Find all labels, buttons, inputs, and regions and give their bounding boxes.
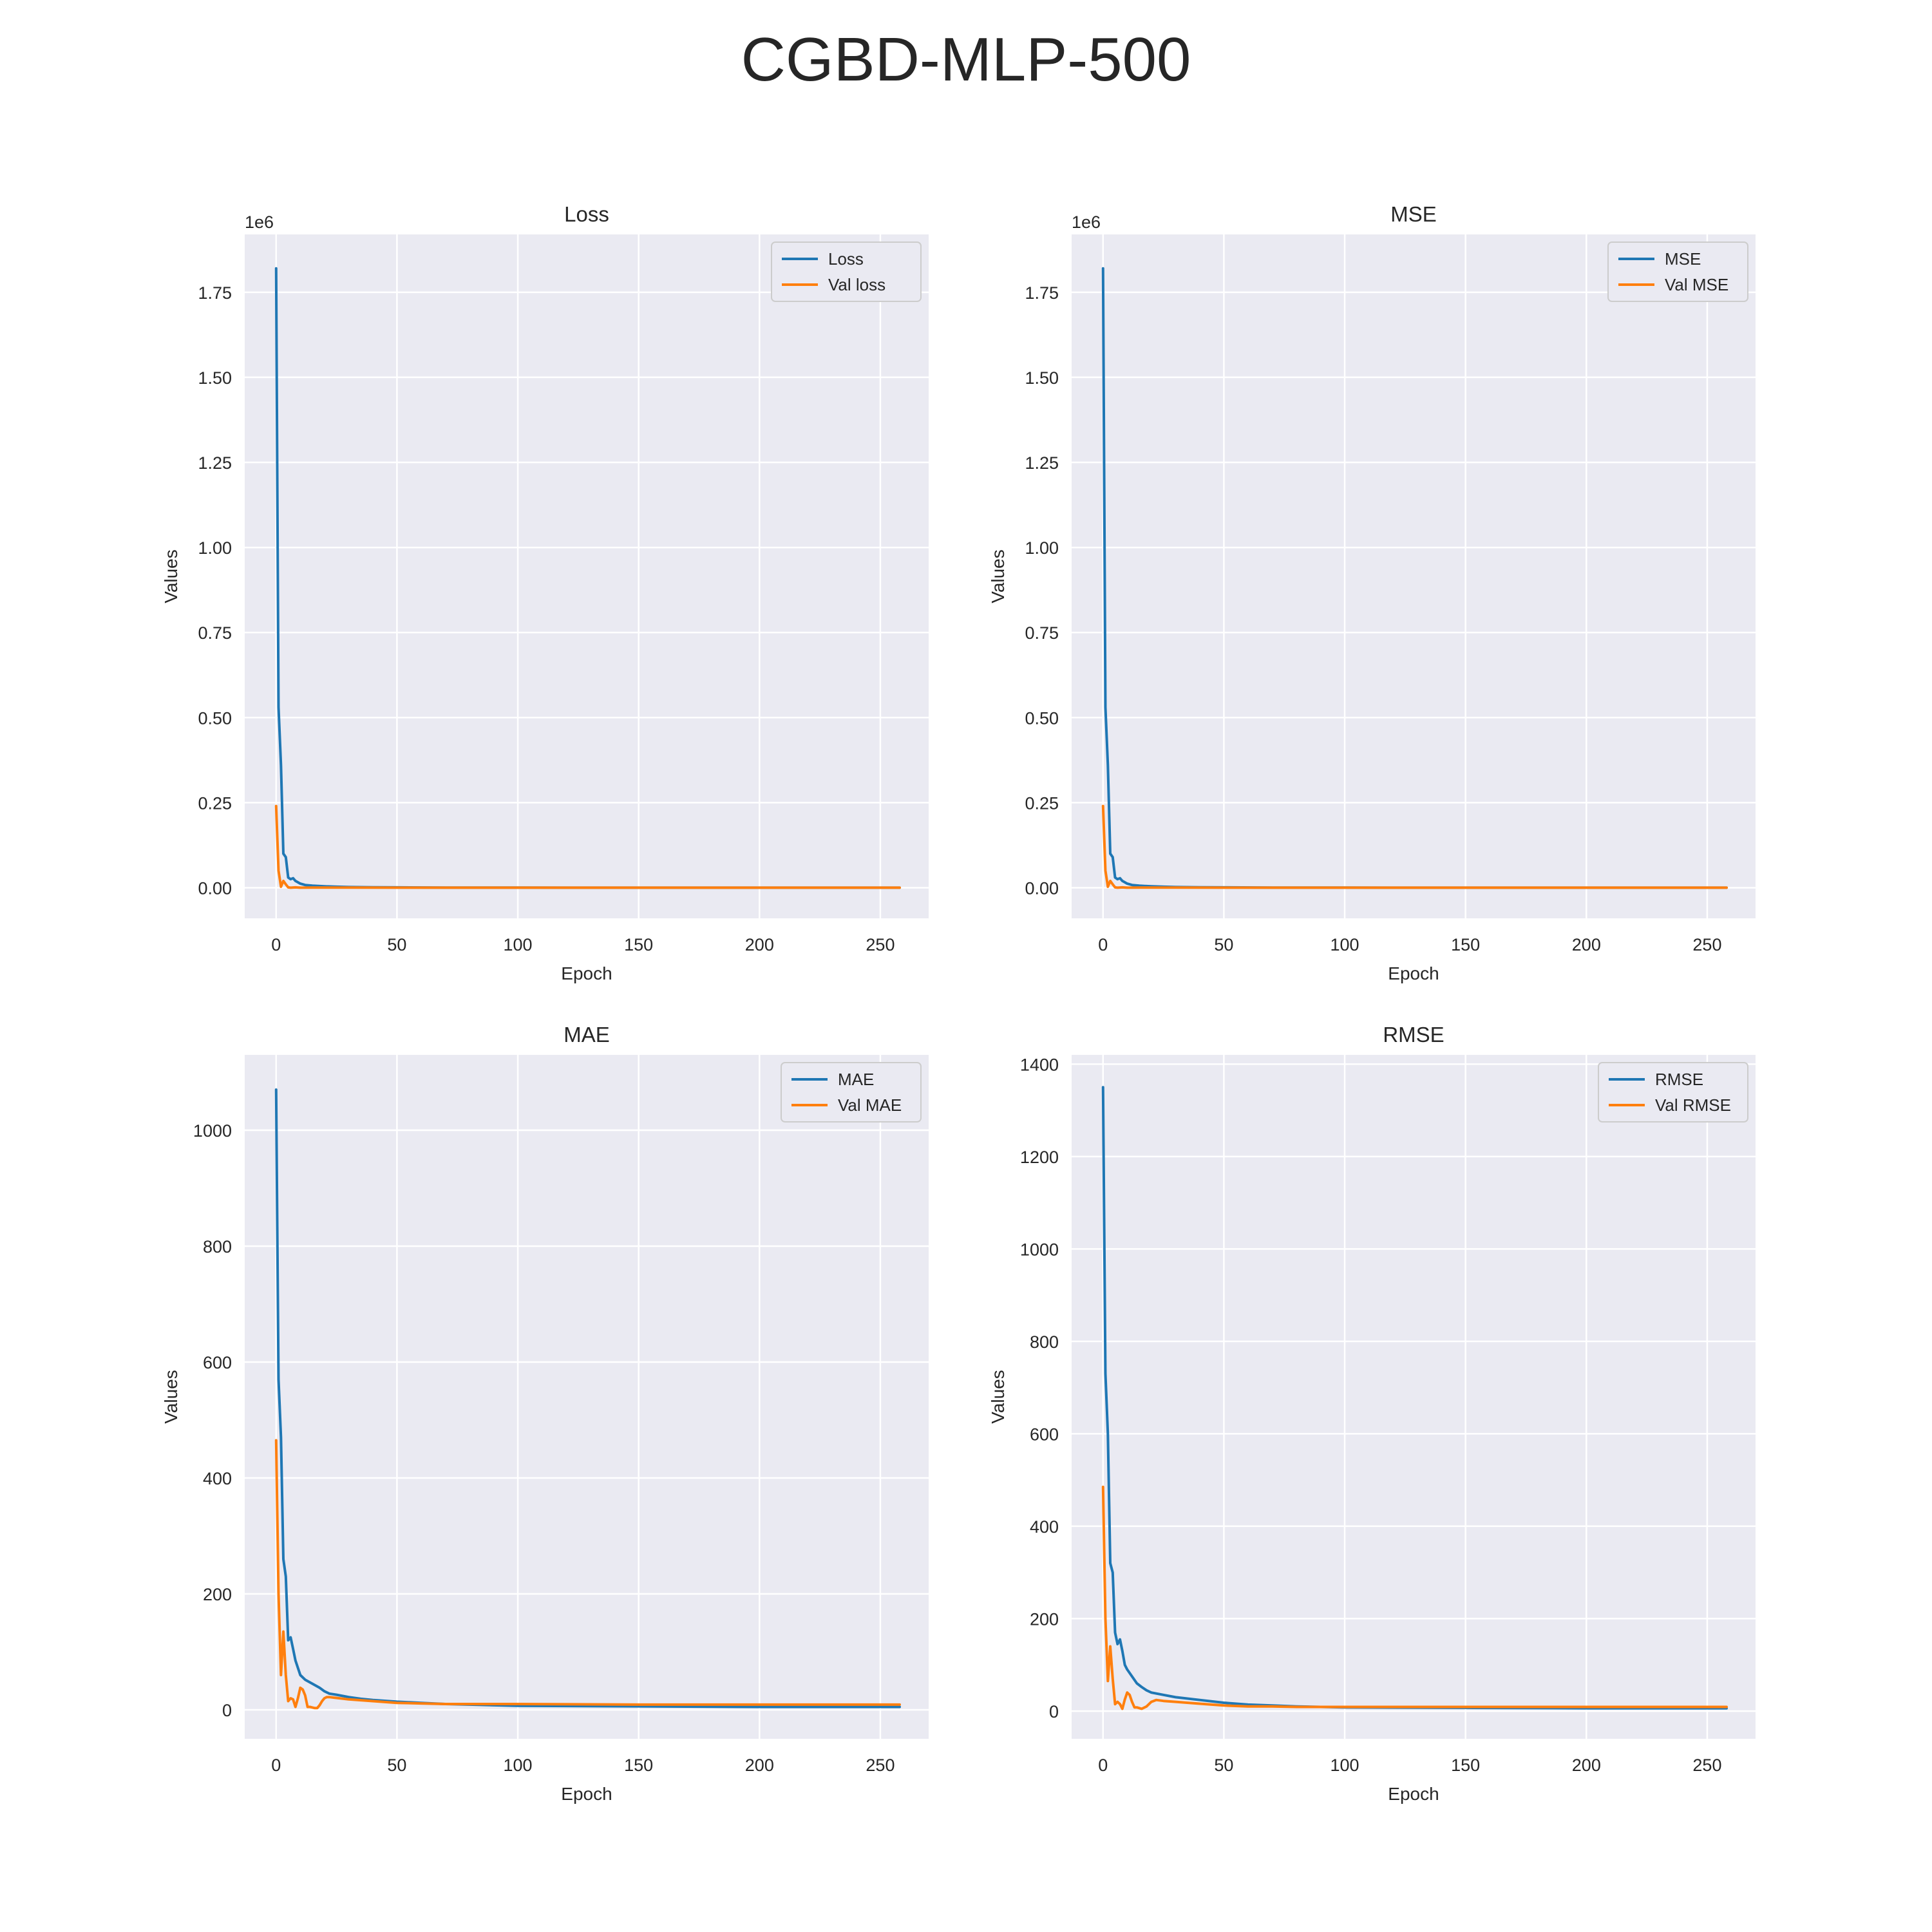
y-tick-label: 200: [1030, 1609, 1059, 1629]
x-tick-label: 0: [271, 935, 281, 954]
legend: MAE Val MAE: [781, 1062, 922, 1122]
legend-box: [771, 242, 922, 302]
subplot-rmse: 0 50 100 150 200 250 0 200 400 600 800 1000 1200 1400…: [988, 1023, 1756, 1804]
y-tick-label: 1.00: [198, 538, 232, 558]
x-axis-label: Epoch: [561, 963, 612, 983]
x-tick-label: 50: [1214, 1756, 1233, 1775]
subplot-title: MAE: [564, 1023, 610, 1046]
y-tick-label: 1.00: [1025, 538, 1059, 558]
x-tick-label: 150: [1451, 935, 1480, 954]
y-tick-label: 600: [1030, 1425, 1059, 1444]
val-series-line: [274, 1439, 901, 1710]
subplot-title: RMSE: [1383, 1023, 1444, 1046]
val-series-line: [1101, 804, 1728, 889]
y-tick-label: 0: [1049, 1702, 1059, 1721]
x-tick-label: 0: [271, 1756, 281, 1775]
legend-label: RMSE: [1655, 1070, 1703, 1089]
y-offset-text: 1e6: [245, 213, 274, 232]
y-tick-label: 0.00: [198, 878, 232, 898]
y-tick-label: 1.75: [198, 283, 232, 303]
y-tick-label: 0.50: [198, 708, 232, 728]
y-tick-label: 200: [203, 1585, 232, 1604]
y-tick-label: 1.50: [198, 368, 232, 388]
plot-area: [1072, 234, 1756, 918]
subplot-mae: 0 50 100 150 200 250 0 200 400 600 800 1000 MAE Epoch…: [161, 1023, 929, 1804]
x-tick-label: 0: [1098, 935, 1108, 954]
x-tick-label: 200: [745, 935, 774, 954]
x-tick-label: 50: [387, 935, 406, 954]
y-tick-label: 1.25: [198, 453, 232, 473]
legend: MSE Val MSE: [1607, 242, 1748, 302]
legend-label: Val MAE: [838, 1095, 902, 1115]
y-tick-label: 600: [203, 1353, 232, 1372]
y-tick-label: 1.50: [1025, 368, 1059, 388]
y-tick-label: 1000: [1020, 1240, 1059, 1259]
legend: Loss Val loss: [771, 242, 922, 302]
y-tick-label: 0.75: [198, 623, 232, 643]
legend-label: Loss: [828, 249, 864, 269]
legend-box: [1607, 242, 1748, 302]
legend-box: [781, 1062, 922, 1122]
y-tick-label: 0.75: [1025, 623, 1059, 643]
y-tick-label: 1.75: [1025, 283, 1059, 303]
y-axis-label: Values: [161, 549, 181, 603]
y-axis-label: Values: [988, 549, 1008, 603]
legend-box: [1598, 1062, 1748, 1122]
x-tick-label: 200: [1572, 935, 1601, 954]
x-tick-label: 250: [866, 935, 895, 954]
y-offset-text: 1e6: [1072, 213, 1101, 232]
y-axis-label: Values: [988, 1370, 1008, 1424]
plot-area: [1072, 1055, 1756, 1739]
x-tick-label: 250: [1692, 935, 1721, 954]
plot-area: [245, 1055, 929, 1739]
subplot-loss: 0 50 100 150 200 250 0.00 0.25 0.50 0.75 1.00 1.25 1…: [161, 202, 929, 983]
x-tick-label: 100: [1331, 1756, 1359, 1775]
x-tick-label: 150: [624, 935, 653, 954]
x-tick-label: 150: [1451, 1756, 1480, 1775]
y-tick-label: 0.25: [198, 793, 232, 813]
y-tick-label: 0.50: [1025, 708, 1059, 728]
subplot-mse: 0 50 100 150 200 250 0.00 0.25 0.50 0.75 1.00 1.25 1…: [988, 202, 1756, 983]
y-tick-label: 400: [1030, 1517, 1059, 1537]
legend-label: MAE: [838, 1070, 874, 1089]
y-tick-label: 0.00: [1025, 878, 1059, 898]
subplot-title: MSE: [1390, 202, 1437, 226]
figure-title: CGBD-MLP-500: [741, 25, 1191, 94]
x-axis-label: Epoch: [1388, 1784, 1439, 1804]
y-axis-label: Values: [161, 1370, 181, 1424]
legend: RMSE Val RMSE: [1598, 1062, 1748, 1122]
subplot-title: Loss: [564, 202, 609, 226]
y-tick-label: 800: [203, 1237, 232, 1256]
x-tick-label: 250: [1692, 1756, 1721, 1775]
x-tick-label: 250: [866, 1756, 895, 1775]
y-tick-label: 1.25: [1025, 453, 1059, 473]
plot-area: [245, 234, 929, 918]
legend-label: Val loss: [828, 275, 886, 294]
legend-label: MSE: [1665, 249, 1701, 269]
y-tick-label: 1200: [1020, 1148, 1059, 1167]
x-tick-label: 50: [387, 1756, 406, 1775]
x-axis-label: Epoch: [1388, 963, 1439, 983]
x-tick-label: 150: [624, 1756, 653, 1775]
y-tick-label: 0.25: [1025, 793, 1059, 813]
y-tick-label: 400: [203, 1469, 232, 1488]
x-tick-label: 0: [1098, 1756, 1108, 1775]
x-tick-label: 100: [504, 935, 533, 954]
y-tick-label: 0: [222, 1701, 232, 1720]
x-tick-label: 100: [504, 1756, 533, 1775]
x-axis-label: Epoch: [561, 1784, 612, 1804]
y-tick-label: 1400: [1020, 1055, 1059, 1074]
x-tick-label: 50: [1214, 935, 1233, 954]
x-tick-label: 200: [1572, 1756, 1601, 1775]
val-series-line: [1101, 1485, 1728, 1710]
y-tick-label: 800: [1030, 1332, 1059, 1352]
val-series-line: [274, 804, 901, 889]
x-tick-label: 100: [1331, 935, 1359, 954]
legend-label: Val MSE: [1665, 275, 1728, 294]
legend-label: Val RMSE: [1655, 1095, 1731, 1115]
y-tick-label: 1000: [193, 1121, 232, 1141]
x-tick-label: 200: [745, 1756, 774, 1775]
